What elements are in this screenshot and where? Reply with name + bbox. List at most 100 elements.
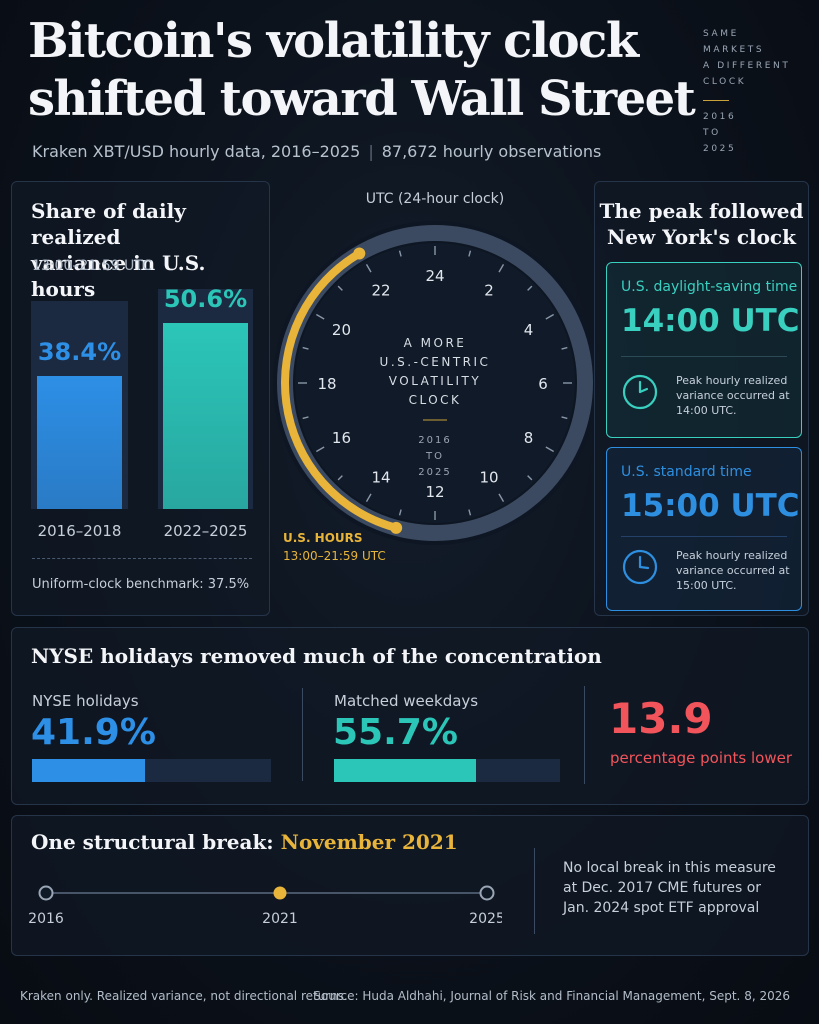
metric-value: 55.7% (333, 712, 458, 753)
clock-icon-face (622, 549, 658, 585)
clock-icon (622, 374, 658, 410)
break-title-highlight: November 2021 (280, 830, 458, 854)
peak-card-dst: U.S. daylight-saving time 14:00 UTC Peak… (606, 262, 802, 438)
us-hours-range: 13:00–21:59 UTC (283, 549, 386, 563)
page-title: Bitcoin's volatility clock shifted towar… (28, 12, 696, 128)
clock-center-line: A MORE (404, 336, 467, 350)
title-line-2: shifted toward Wall Street (28, 71, 696, 127)
clock-hour-label: 20 (332, 321, 351, 339)
timeline-node-2025 (479, 885, 495, 901)
timeline-label: 2021 (262, 911, 298, 927)
clock-tick (398, 250, 402, 257)
aside-line: CLOCK (703, 77, 747, 87)
clock-center-line: VOLATILITY (389, 374, 481, 388)
aside-year: 2016 (703, 112, 737, 122)
break-note: No local break in this measure at Dec. 2… (563, 858, 776, 918)
peak-note-line: Peak hourly realized (676, 549, 788, 562)
metric-bar-matched-weekdays (334, 759, 476, 782)
aside-year: TO (703, 128, 721, 138)
clock-tick (468, 509, 472, 516)
clock-icon (622, 549, 658, 585)
break-panel: One structural break: November 2021 2016… (11, 815, 809, 956)
holidays-title: NYSE holidays removed much of the concen… (31, 644, 602, 668)
break-note-line: Jan. 2024 spot ETF approval (563, 900, 760, 916)
share-panel: Share of daily realized variance in U.S.… (11, 181, 270, 616)
clock-center-text: A MORE U.S.-CENTRIC VOLATILITY CLOCK (380, 336, 491, 407)
peak-card-divider (621, 356, 787, 357)
clock-icon-face (622, 374, 658, 410)
metric-divider (302, 688, 303, 781)
peak-card-divider (621, 536, 787, 537)
bar-track: 38.4% (31, 301, 128, 509)
bar-value-label: 50.6% (163, 285, 248, 313)
clock-hour-label: 12 (425, 483, 444, 501)
metric-label: NYSE holidays (32, 692, 139, 710)
break-divider (534, 848, 535, 934)
clock-center-years: 2016 TO 2025 (418, 435, 451, 478)
break-note-line: No local break in this measure (563, 860, 776, 876)
subtitle-source: Kraken XBT/USD hourly data, 2016–2025 (32, 142, 361, 161)
clock-hour-label: 22 (371, 281, 390, 299)
peak-note-line: variance occurred at (676, 389, 790, 402)
metric-bar-nyse-holidays (32, 759, 145, 782)
clock-center-year: TO (425, 451, 444, 462)
share-title-line: Share of daily realized (31, 199, 186, 249)
peak-panel: The peak followed New York's clock U.S. … (594, 181, 809, 616)
bar-category-label: 2016–2018 (37, 522, 122, 540)
clock-tick (365, 264, 372, 273)
difference-note: percentage points lower (610, 749, 793, 767)
clock-tick (302, 416, 309, 420)
aside-line: A DIFFERENT (703, 61, 791, 71)
clock-caption: UTC (24-hour clock) (365, 191, 505, 207)
peak-card-time: 14:00 UTC (621, 303, 800, 339)
clock-tick (545, 313, 554, 320)
timeline-node-2021 (273, 886, 287, 900)
peak-card-note: Peak hourly realized variance occurred a… (676, 548, 790, 593)
clock-hour-label: 10 (479, 469, 498, 487)
clock-tick (365, 493, 372, 502)
clock-hour-label: 18 (317, 375, 336, 393)
clock-tick (561, 416, 568, 420)
metric-divider (584, 686, 585, 784)
peak-note-line: 15:00 UTC. (676, 579, 737, 592)
peak-panel-title: The peak followed New York's clock (595, 198, 808, 250)
subtitle: Kraken XBT/USD hourly data, 2016–2025 | 87… (32, 142, 601, 161)
metric-track (32, 759, 271, 782)
clock-hour-label: 14 (371, 469, 390, 487)
clock-ticks (298, 246, 572, 520)
metric-value: 41.9% (31, 712, 156, 753)
clock-tick (302, 346, 309, 350)
break-timeline: 2016 2021 2025 (28, 885, 502, 927)
clock-hour-label: 4 (524, 321, 534, 339)
clock-hour-label: 16 (332, 429, 351, 447)
clock-hour-label: 8 (524, 429, 534, 447)
metric-label: Matched weekdays (334, 692, 479, 710)
aside-year: 2025 (703, 144, 737, 154)
holidays-panel: NYSE holidays removed much of the concen… (11, 627, 809, 805)
peak-card-title: U.S. daylight-saving time (621, 279, 798, 295)
peak-note-line: 14:00 UTC. (676, 404, 737, 417)
difference-value: 13.9 (609, 694, 713, 743)
us-hours-arc (281, 249, 401, 532)
bar-value-label: 38.4% (37, 338, 122, 366)
break-note-line: at Dec. 2017 CME futures or (563, 880, 762, 896)
peak-note-line: variance occurred at (676, 564, 790, 577)
arc-start-marker (390, 521, 403, 534)
header-aside: SAME MARKETS A DIFFERENT CLOCK 2016 TO 2… (703, 26, 790, 157)
clock-center-year: 2025 (418, 467, 451, 478)
peak-card-title: U.S. standard time (621, 464, 752, 480)
aside-rule (703, 100, 729, 101)
us-hours-label: U.S. HOURS (283, 531, 363, 545)
clock-center-line: U.S.-CENTRIC (380, 355, 491, 369)
subtitle-observations: 87,672 hourly observations (381, 142, 602, 161)
arc-end-marker (353, 247, 366, 260)
clock-tick (316, 313, 325, 320)
clock-tick (561, 346, 568, 350)
bar-2016-2018 (37, 376, 122, 509)
aside-line: MARKETS (703, 45, 765, 55)
share-title-line: variance in U.S. hours (31, 251, 206, 301)
peak-card-time: 15:00 UTC (621, 488, 800, 524)
clock-tick (398, 509, 402, 516)
